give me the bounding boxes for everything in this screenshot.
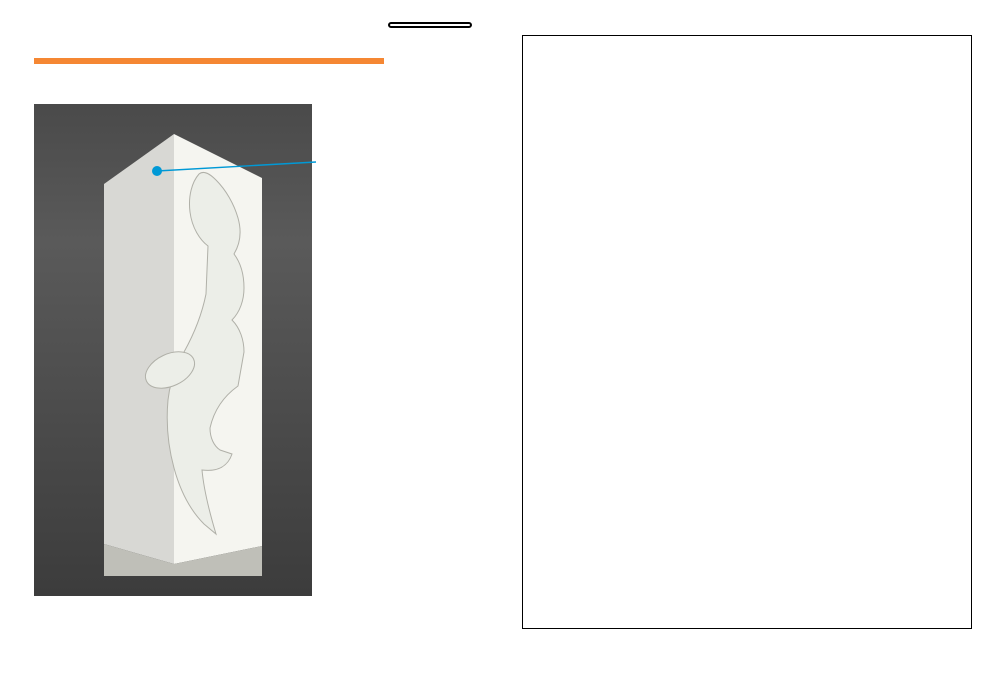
legend-red [508, 6, 524, 18]
legend-black-swatch [588, 6, 600, 18]
legend [508, 6, 622, 18]
callout-dot [152, 166, 162, 176]
legend-blue-swatch [548, 6, 560, 18]
legend-black [588, 6, 604, 18]
legend-red-swatch [508, 6, 520, 18]
callout-line [157, 162, 316, 171]
cut-template-frame [522, 35, 972, 629]
cut-template-diagram [523, 36, 971, 628]
page-spread [0, 0, 1000, 684]
callout-pointer [0, 0, 500, 684]
legend-blue [548, 6, 564, 18]
